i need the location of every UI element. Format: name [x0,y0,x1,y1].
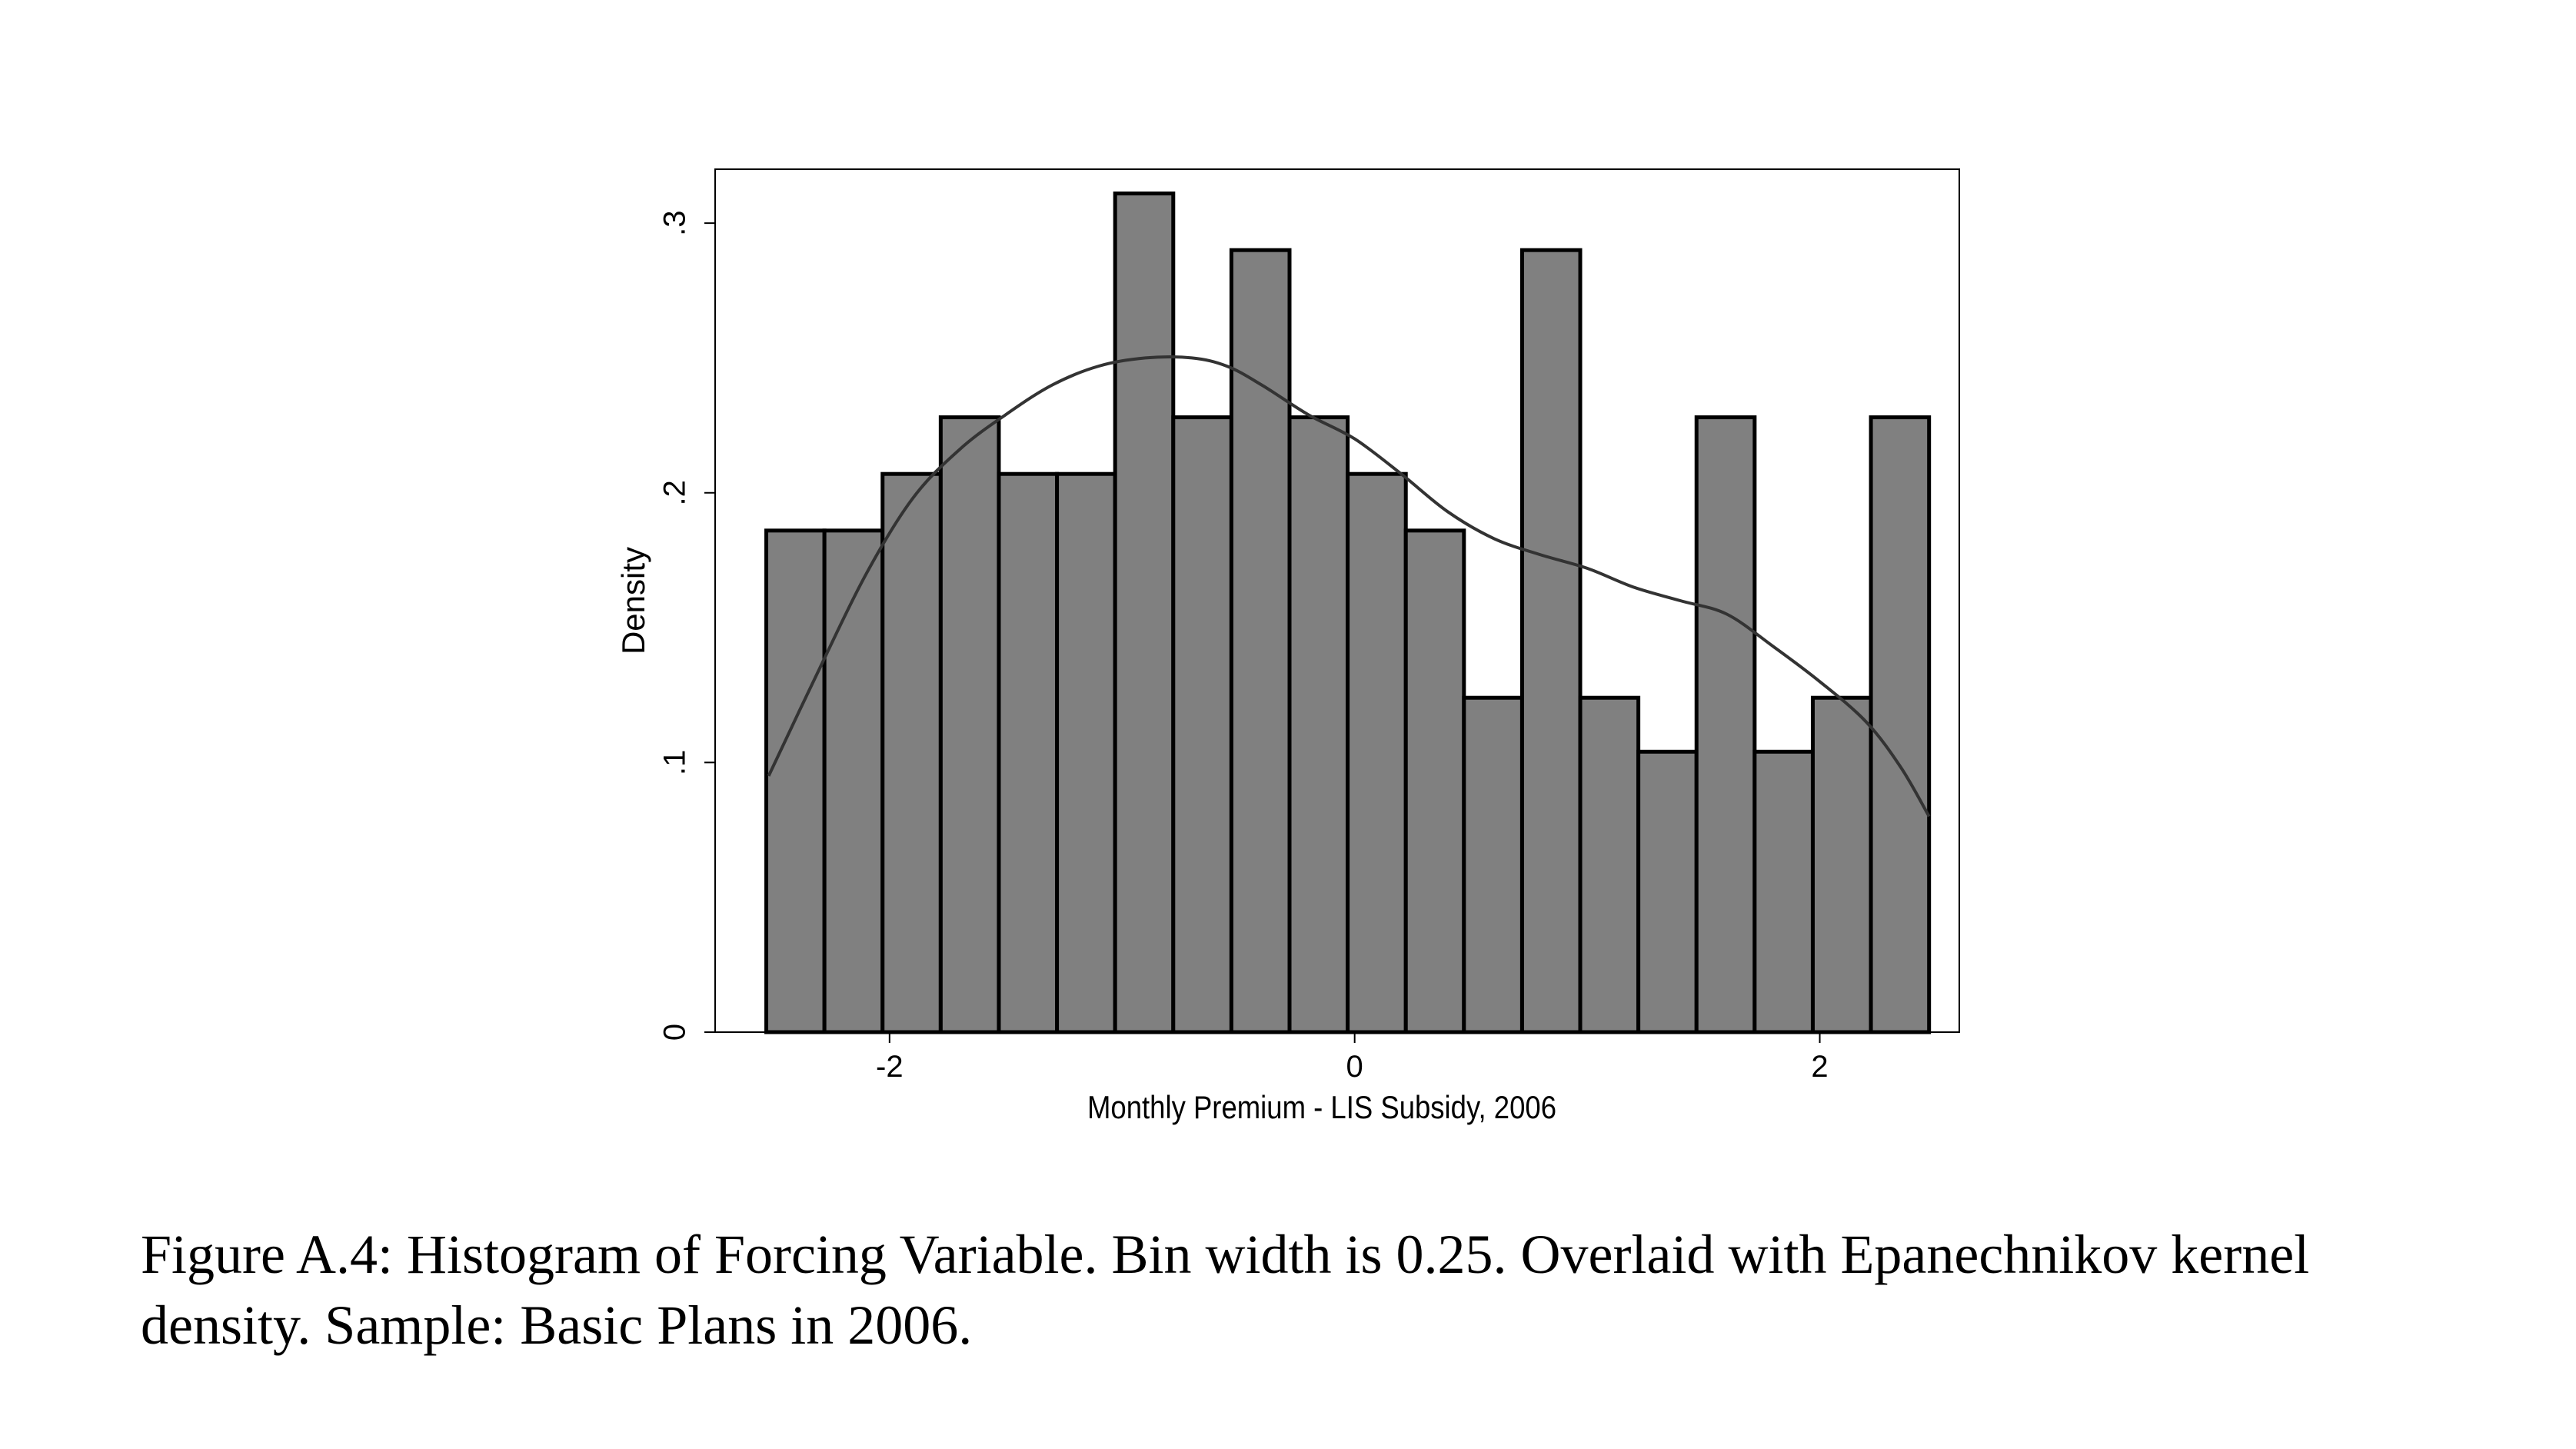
histogram-bar [1229,248,1292,1034]
histogram-bar [1636,749,1699,1034]
histogram-bar [1171,415,1233,1034]
histogram-bar [880,471,943,1034]
y-tick-label: .3 [658,210,692,235]
axes: -2 0 2 0 .1 .2 .3 [658,210,1829,1084]
y-tick-label: .1 [658,750,692,775]
x-tick-label: 2 [1811,1050,1828,1084]
histogram-bar [1403,528,1466,1034]
histogram-bar [1346,471,1408,1034]
histogram-bar [1462,695,1524,1034]
x-axis-title: Monthly Premium - LIS Subsidy, 2006 [1087,1089,1556,1125]
histogram-bar [1519,248,1583,1034]
y-tick-label: 0 [658,1024,692,1041]
y-axis-title: Density [615,547,651,655]
y-tick-label: .2 [658,480,692,505]
density-line [767,355,1931,818]
x-tick-label: 0 [1346,1050,1363,1084]
histogram-bar [1752,749,1815,1034]
histogram-bar [1810,695,1873,1034]
histogram-bar [1055,471,1117,1034]
histogram-bar [1869,415,1932,1034]
x-tick-label: -2 [876,1050,904,1084]
figure-caption: Figure A.4: Histogram of Forcing Variabl… [141,1224,2310,1356]
histogram-bar [764,528,827,1034]
histogram-bar [1113,192,1176,1034]
histogram-bar [1287,415,1350,1034]
histogram-bar [822,528,885,1034]
histogram-bar [997,471,1060,1034]
histogram-bar [1694,415,1757,1034]
histogram-bar [938,415,1001,1034]
histogram-bar [1578,695,1641,1034]
histogram-bars [764,192,1932,1034]
kernel-density-curve [767,355,1931,818]
